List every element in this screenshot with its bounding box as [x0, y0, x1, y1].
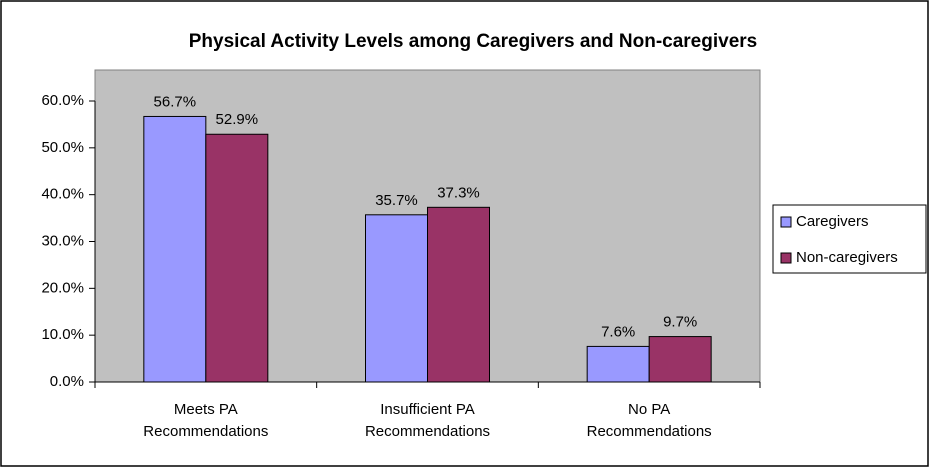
bar — [648, 336, 712, 383]
value-label: 7.6% — [601, 323, 635, 340]
bar — [143, 115, 207, 383]
value-label: 56.7% — [154, 93, 197, 110]
y-tick-label: 50.0% — [41, 139, 84, 156]
bar — [586, 345, 650, 383]
y-tick-label: 0.0% — [50, 373, 84, 390]
bar — [365, 214, 428, 383]
value-label: 9.7% — [663, 314, 697, 331]
y-tick-label: 10.0% — [41, 326, 84, 343]
legend — [772, 204, 927, 274]
bar — [427, 206, 490, 383]
x-tick-label: Meets PA Recommendations — [143, 401, 268, 440]
value-label: 52.9% — [216, 111, 259, 128]
legend-swatch — [780, 252, 792, 264]
y-tick-label: 40.0% — [41, 186, 84, 203]
y-tick-label: 20.0% — [41, 279, 84, 296]
legend-label: Caregivers — [796, 213, 869, 230]
x-tick-label: Insufficient PA Recommendations — [365, 401, 490, 440]
y-tick-label: 30.0% — [41, 232, 84, 249]
y-tick-label: 60.0% — [41, 92, 84, 109]
value-label: 35.7% — [375, 192, 418, 209]
value-label: 37.3% — [437, 184, 480, 201]
bar — [205, 133, 269, 383]
legend-swatch — [780, 216, 792, 228]
x-tick-label: No PA Recommendations — [587, 401, 712, 440]
chart-title: Physical Activity Levels among Caregiver… — [189, 31, 757, 52]
legend-label: Non-caregivers — [796, 249, 898, 266]
